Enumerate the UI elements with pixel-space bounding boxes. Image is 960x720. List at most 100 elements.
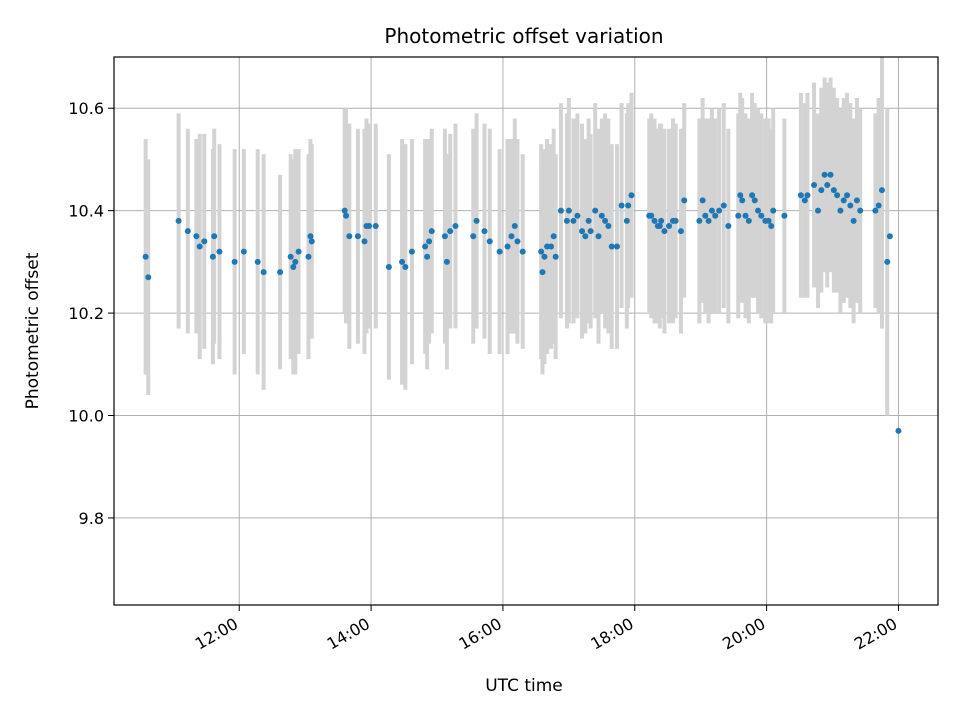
data-point bbox=[595, 233, 602, 240]
data-point bbox=[677, 228, 684, 235]
data-point bbox=[811, 182, 818, 189]
data-point bbox=[582, 233, 589, 240]
data-point bbox=[193, 233, 200, 240]
y-tick-label: 9.8 bbox=[79, 509, 104, 528]
data-point bbox=[452, 223, 459, 230]
data-point bbox=[142, 253, 149, 260]
data-point bbox=[361, 238, 368, 245]
data-point bbox=[587, 228, 594, 235]
data-point bbox=[470, 233, 477, 240]
data-point bbox=[307, 233, 314, 240]
data-point bbox=[884, 258, 891, 265]
data-point bbox=[613, 243, 620, 250]
data-point bbox=[538, 248, 545, 255]
data-point bbox=[585, 217, 592, 224]
data-point bbox=[830, 187, 837, 194]
data-point bbox=[768, 223, 775, 230]
data-point bbox=[519, 248, 526, 255]
x-tick-label: 16:00 bbox=[455, 614, 504, 654]
data-point bbox=[602, 217, 609, 224]
data-point bbox=[735, 212, 742, 219]
data-point bbox=[749, 192, 756, 199]
data-point bbox=[618, 202, 625, 209]
data-point bbox=[184, 228, 191, 235]
data-point bbox=[175, 217, 182, 224]
data-point bbox=[254, 258, 261, 265]
y-axis-label: Photometric offset bbox=[23, 252, 43, 409]
data-point bbox=[815, 207, 822, 214]
data-point bbox=[209, 253, 216, 260]
data-point bbox=[725, 223, 732, 230]
x-axis-ticks: 12:00 14:00 16:00 18:00 20:00 22:00 bbox=[192, 605, 900, 654]
data-point bbox=[260, 269, 267, 276]
data-point bbox=[504, 243, 511, 250]
data-point bbox=[579, 228, 586, 235]
data-point bbox=[702, 212, 709, 219]
data-point bbox=[366, 223, 373, 230]
data-point bbox=[708, 207, 715, 214]
data-point bbox=[447, 228, 454, 235]
x-tick-label: 12:00 bbox=[192, 614, 241, 654]
data-point bbox=[196, 243, 203, 250]
data-point bbox=[857, 207, 864, 214]
data-point bbox=[428, 228, 435, 235]
data-point bbox=[563, 217, 570, 224]
data-point bbox=[570, 217, 577, 224]
data-point bbox=[656, 223, 663, 230]
data-point bbox=[550, 233, 557, 240]
data-point bbox=[308, 238, 315, 245]
data-point bbox=[712, 212, 719, 219]
y-tick-label: 10.0 bbox=[68, 407, 104, 426]
data-point bbox=[875, 202, 882, 209]
data-point bbox=[705, 217, 712, 224]
data-point bbox=[651, 217, 658, 224]
data-point bbox=[699, 197, 706, 204]
data-point bbox=[755, 207, 762, 214]
y-tick-label: 10.2 bbox=[68, 304, 104, 323]
y-tick-label: 10.4 bbox=[68, 202, 104, 221]
data-point bbox=[305, 253, 312, 260]
data-point bbox=[872, 207, 879, 214]
data-point bbox=[424, 253, 431, 260]
data-point bbox=[737, 192, 744, 199]
data-point bbox=[539, 269, 546, 276]
data-point bbox=[592, 207, 599, 214]
data-point bbox=[231, 258, 238, 265]
data-point bbox=[541, 253, 548, 260]
data-point bbox=[716, 207, 723, 214]
data-point bbox=[751, 197, 758, 204]
data-point bbox=[608, 243, 615, 250]
data-point bbox=[201, 238, 208, 245]
data-point bbox=[623, 217, 630, 224]
data-point bbox=[145, 274, 152, 281]
data-point bbox=[821, 171, 828, 178]
data-point bbox=[840, 197, 847, 204]
x-tick-label: 20:00 bbox=[719, 614, 768, 654]
data-point bbox=[443, 258, 450, 265]
data-point bbox=[895, 427, 902, 434]
data-point bbox=[739, 197, 746, 204]
data-points bbox=[142, 171, 902, 434]
x-tick-label: 18:00 bbox=[587, 614, 636, 654]
data-point bbox=[552, 253, 559, 260]
data-point bbox=[878, 187, 885, 194]
data-point bbox=[287, 253, 294, 260]
data-point bbox=[422, 243, 429, 250]
data-point bbox=[402, 263, 409, 270]
data-point bbox=[557, 207, 564, 214]
data-point bbox=[496, 248, 503, 255]
data-point bbox=[441, 233, 448, 240]
data-point bbox=[216, 248, 223, 255]
data-point bbox=[837, 207, 844, 214]
data-point bbox=[292, 258, 299, 265]
data-point bbox=[847, 202, 854, 209]
data-point bbox=[473, 217, 480, 224]
data-point bbox=[770, 207, 777, 214]
data-point bbox=[598, 212, 605, 219]
y-tick-label: 10.6 bbox=[68, 99, 104, 118]
data-point bbox=[343, 212, 350, 219]
data-point bbox=[341, 207, 348, 214]
data-point bbox=[290, 263, 297, 270]
data-point bbox=[346, 233, 353, 240]
